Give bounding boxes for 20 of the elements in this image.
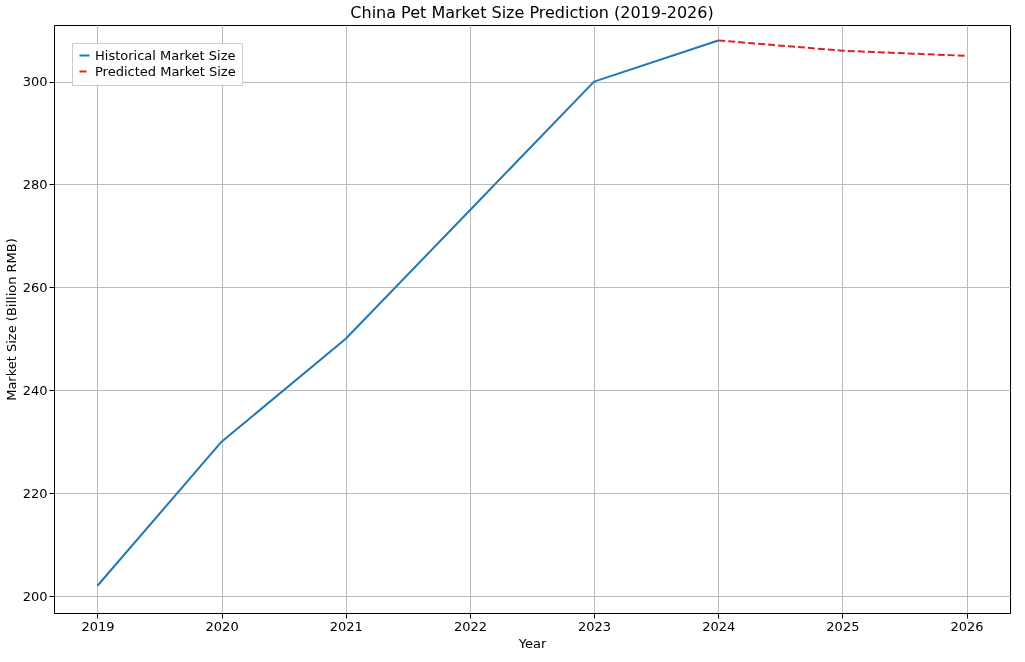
legend-label: Historical Market Size [95,47,236,63]
y-tick-label: 200 [22,588,48,604]
x-tick-label: 2025 [826,618,860,634]
y-tick-label: 240 [22,382,48,398]
x-tick-label: 2021 [329,618,363,634]
chart-title: China Pet Market Size Prediction (2019-2026) [350,3,714,22]
y-axis-title: Market Size (Billion RMB) [3,238,19,401]
x-tick-label: 2019 [81,618,115,634]
x-axis-title: Year [517,635,547,651]
x-tick-label: 2020 [205,618,239,634]
x-tick-label: 2026 [950,618,984,634]
x-tick-label: 2022 [453,618,487,634]
x-tick-label: 2024 [702,618,736,634]
y-tick-label: 300 [22,74,48,90]
legend-label: Predicted Market Size [95,63,236,79]
y-tick-label: 280 [22,176,48,192]
x-tick-label: 2023 [578,618,612,634]
y-tick-label: 220 [22,485,48,501]
line-series [96,39,720,587]
y-tick-label: 260 [22,279,48,295]
